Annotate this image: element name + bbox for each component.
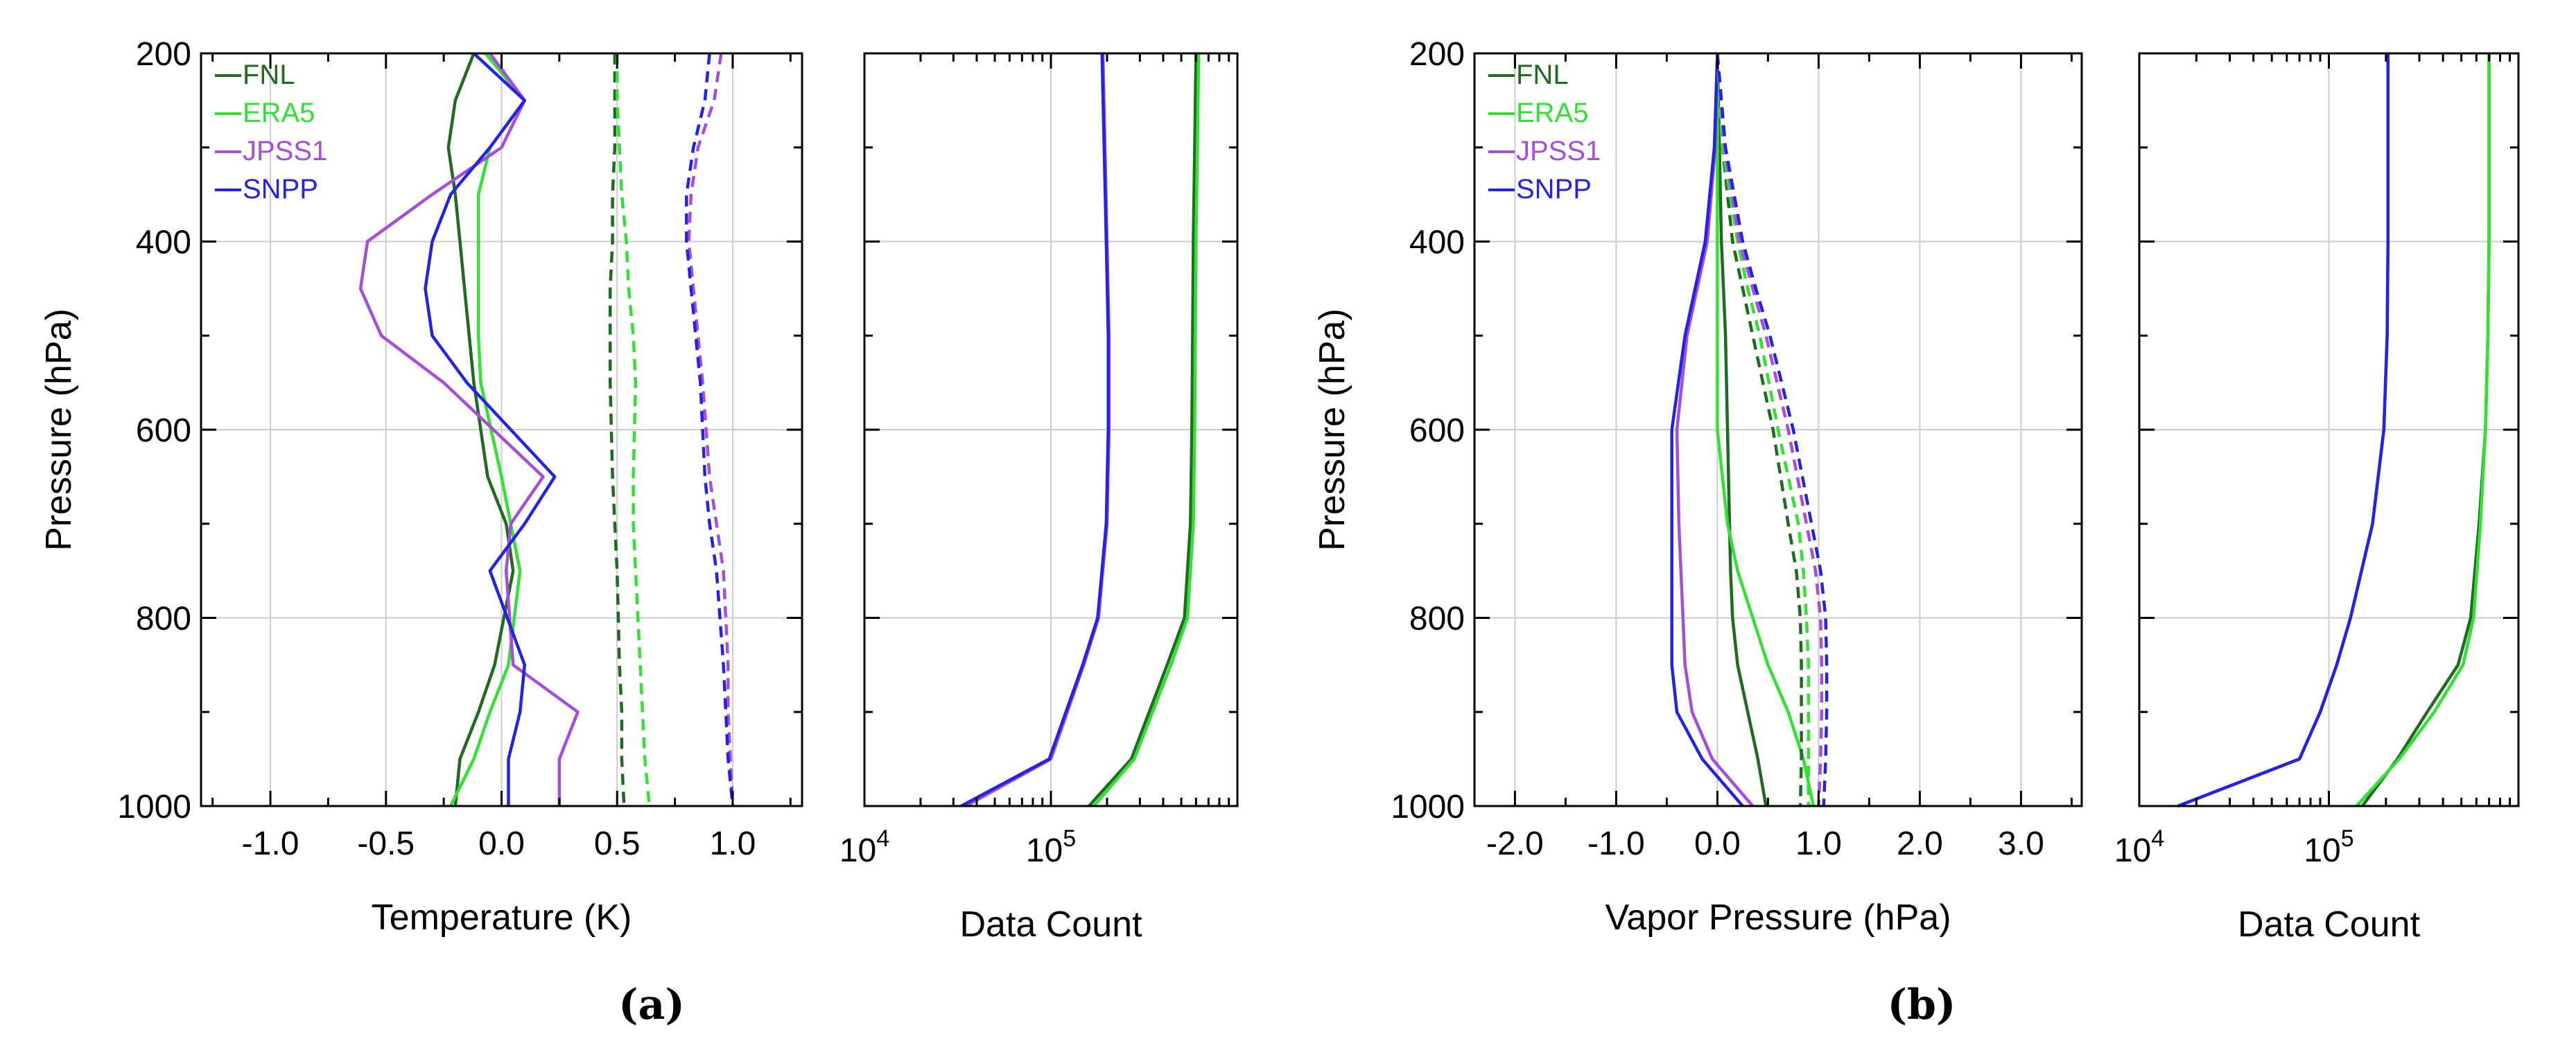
chart0-line-era5: [449, 52, 527, 807]
chart0-xlabel: Temperature (K): [372, 898, 632, 938]
chart2-line-era5-dashed: [1716, 53, 1811, 806]
chart0-legend-label-era5: ERA5: [243, 98, 315, 128]
chart2-xtick-label-1: -1.0: [1587, 825, 1645, 862]
chart2-xlabel: Vapor Pressure (hPa): [1605, 898, 1951, 938]
chart2-ylabel: Pressure (hPa): [1312, 308, 1352, 551]
chart2-xtick-label-4: 2.0: [1897, 825, 1943, 862]
panel-a: 200 400 600 800 1000 Pressure (hPa) -1.0 -0.5 0.…: [39, 36, 1239, 1029]
chart2-line-fnl-dashed: [1716, 53, 1803, 807]
chart3-xtick-exp-0: 4: [2151, 825, 2164, 852]
chart0-legend-label-jpss1: JPSS1: [243, 136, 327, 166]
chart2-ytick-label-3: 800: [1409, 601, 1465, 638]
chart0-legend-label-fnl: FNL: [243, 60, 295, 90]
chart2-xtick-label-0: -2.0: [1486, 825, 1544, 862]
chart1-xtick-label-1: 105: [1026, 825, 1076, 869]
chart1-xtick-label-0: 104: [839, 825, 889, 869]
chart2-legend-label-fnl: FNL: [1516, 60, 1569, 90]
chart3-line-snpp: [2177, 53, 2390, 808]
panel-label-a: (a): [618, 981, 685, 1029]
chart2-legend-label-era5: ERA5: [1516, 98, 1589, 128]
chart2-line-era5: [1716, 53, 1816, 807]
chart0-ytick-label-3: 800: [136, 601, 191, 638]
chart0-line-era5-dashed: [615, 53, 652, 807]
chart2-xtick-label-3: 1.0: [1795, 825, 1842, 862]
chart1-xtick-base-1: 10: [1026, 832, 1063, 869]
panel-b: 200 400 600 800 1000 Pressure (hPa) -2.0 -1.0 0.…: [1312, 36, 2520, 1029]
chart0-ytick-label-2: 600: [136, 412, 191, 449]
chart1-xtick-exp-1: 5: [1063, 825, 1076, 852]
chart2-line-jpss1-dashed: [1716, 53, 1824, 807]
chart1-xtick-base-0: 10: [839, 832, 876, 869]
chart2-line-snpp: [1670, 53, 1744, 807]
chart3-xtick-exp-1: 5: [2341, 825, 2354, 852]
chart0-xtick-label-1: -0.5: [357, 825, 415, 862]
temperature-chart: 200 400 600 800 1000 Pressure (hPa) -1.0 -0.5 0.…: [39, 36, 803, 938]
panel-label-b: (b): [1888, 981, 1956, 1029]
chart1-line-snpp: [960, 53, 1110, 807]
chart0-line-snpp-dashed: [685, 53, 735, 807]
chart2-xtick-label-2: 0.0: [1694, 825, 1741, 862]
chart2-line-fnl: [1716, 53, 1768, 807]
chart0-xtick-label-2: 0.0: [478, 825, 525, 862]
chart3-line-era5: [2355, 53, 2491, 807]
chart0-line-jpss1-dashed: [687, 53, 735, 807]
chart2-ytick-label-0: 200: [1409, 36, 1465, 73]
chart3-xlabel: Data Count: [2238, 904, 2421, 945]
chart0-ylabel: Pressure (hPa): [39, 308, 79, 551]
chart2-ytick-label-2: 600: [1409, 412, 1465, 449]
chart3-xtick-base-1: 10: [2304, 832, 2340, 869]
chart2-legend-label-jpss1: JPSS1: [1516, 136, 1601, 166]
chart1-xtick-exp-0: 4: [876, 825, 889, 852]
vapor-pressure-chart: 200 400 600 800 1000 Pressure (hPa) -2.0 -1.0 0.…: [1312, 36, 2083, 938]
chart0-xtick-label-0: -1.0: [242, 825, 299, 862]
chart0-line-fnl-dashed: [608, 53, 626, 807]
chart0-ytick-label-1: 400: [136, 225, 191, 261]
chart2-line-snpp-dashed: [1716, 53, 1829, 807]
chart0-ytick-label-4: 1000: [117, 789, 191, 825]
chart0-line-snpp: [424, 52, 557, 806]
chart0-ytick-label-0: 200: [136, 36, 191, 73]
chart0-line-fnl: [446, 53, 515, 807]
chart1-line-fnl: [1088, 53, 1198, 807]
chart2-line-jpss1: [1675, 53, 1755, 807]
chart1-line-era5: [1093, 53, 1201, 807]
chart1-xlabel: Data Count: [959, 904, 1142, 945]
chart0-xtick-label-3: 0.5: [594, 825, 641, 862]
chart0-xtick-label-4: 1.0: [710, 825, 756, 862]
chart2-ytick-label-4: 1000: [1391, 789, 1465, 825]
chart3-xtick-base-0: 10: [2114, 832, 2151, 869]
chart0-legend-label-snpp: SNPP: [243, 174, 318, 204]
chart2-xtick-label-5: 3.0: [1998, 825, 2044, 862]
chart2-legend-label-snpp: SNPP: [1516, 174, 1592, 204]
chart3-xtick-label-1: 105: [2304, 825, 2353, 869]
chart2-ytick-label-1: 400: [1409, 225, 1465, 261]
chart3-xtick-label-0: 104: [2114, 825, 2164, 869]
